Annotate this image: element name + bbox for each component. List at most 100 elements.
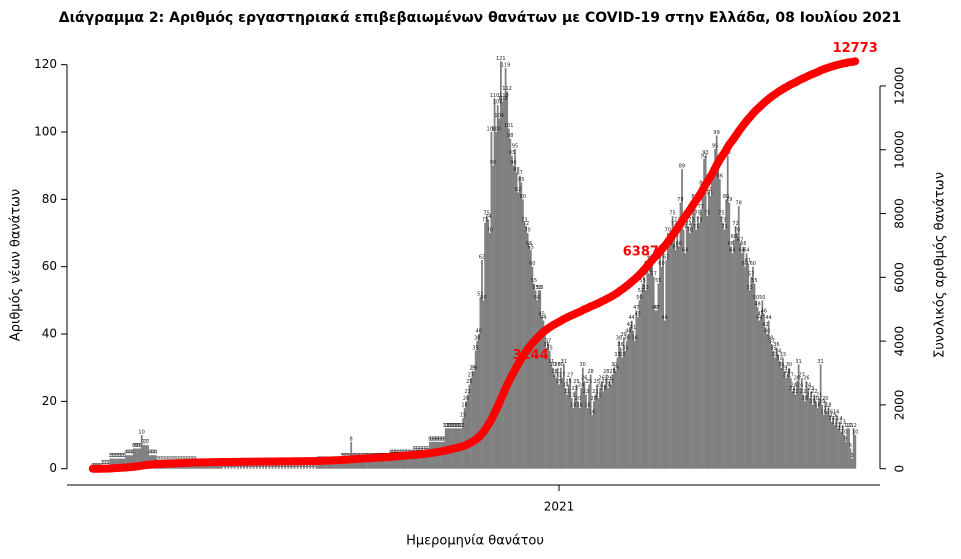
value-label: 5 [416,446,419,452]
bar [821,404,824,469]
value-label: 0 [266,463,269,469]
value-label: 8 [350,436,353,442]
bar [626,340,628,469]
bar [665,259,668,469]
bar [422,451,425,469]
value-label: 61 [745,258,751,264]
value-label: 60 [529,261,535,267]
bar [528,246,531,469]
chart-title: Διάγραμμα 2: Αριθμός εργαστηριακά επιβεβ… [59,10,902,26]
bar [334,461,337,469]
bar [755,300,757,469]
bar [811,404,814,469]
bar [759,317,762,469]
value-label: 24 [805,382,811,388]
bar [320,461,323,469]
value-label: 93 [702,150,708,156]
value-label: 0 [294,463,297,469]
value-label: 12 [444,423,450,429]
cumulative-line [88,57,860,473]
bar [655,310,658,469]
value-label: 0 [310,463,313,469]
value-label: 8 [430,436,433,442]
bar [531,266,534,469]
bar [648,273,650,469]
value-label: 33 [772,352,778,358]
value-label: 21 [595,392,601,398]
value-label: 95 [512,143,518,149]
bar [796,381,798,469]
bar [611,374,614,469]
bar [309,465,312,469]
value-label: 38 [474,335,480,341]
bar [504,68,507,469]
bar [741,253,743,469]
value-label: 11 [838,426,844,432]
value-label: 7 [146,440,149,446]
value-label: 25 [586,379,592,385]
value-label: 72 [732,221,738,227]
point-label: 6387 [623,244,659,259]
bar [537,290,540,469]
bar [199,465,201,469]
value-label: 57 [650,271,656,277]
bar [114,458,116,469]
value-label: 82 [706,187,712,193]
value-label: 47 [652,305,658,311]
value-label: 25 [573,379,579,385]
value-label: 28 [587,369,593,375]
bar [789,377,792,469]
bar [633,340,636,469]
bar [303,465,305,469]
value-label: 6 [132,443,135,449]
value-label: 75 [704,211,710,217]
bar [145,445,148,469]
bar [132,448,135,469]
bar [800,377,803,469]
value-label: 100 [487,127,497,133]
bar [396,455,398,469]
value-label: 8 [844,436,847,442]
bar [271,465,274,469]
value-label: 64 [729,248,735,254]
value-label: 46 [761,308,767,314]
value-label: 1 [104,460,107,466]
value-label: 29 [613,366,619,372]
value-label: 3 [115,453,118,459]
bar [689,233,691,469]
value-label: 67 [737,238,743,244]
value-label: 108 [493,100,503,106]
bar [586,408,589,469]
value-label: 1 [107,460,110,466]
y-tick-label: 0 [49,461,57,475]
bar [474,350,477,469]
value-label: 33 [780,352,786,358]
bar [121,458,124,469]
value-label: 50 [759,295,765,301]
bar [637,317,639,469]
value-label: 12 [850,423,856,429]
value-label: 20 [591,396,597,402]
bar [775,347,778,469]
bar [763,313,765,469]
bar [331,461,334,469]
value-label: 3 [113,453,116,459]
value-label: 0 [244,463,247,469]
bar [695,229,698,469]
bar [356,458,359,469]
bar [733,239,735,469]
value-label: 10 [841,430,847,436]
bar [555,377,557,469]
bar [559,367,562,469]
bar [635,310,638,469]
value-label: 36 [543,342,549,348]
value-label: 22 [583,389,589,395]
value-label: 27 [783,372,789,378]
value-label: 25 [466,379,472,385]
bar [804,401,806,469]
value-label: 90 [490,160,496,166]
value-label: 8 [442,436,445,442]
bar [566,394,568,469]
y2-tick-label: 12000 [893,67,907,105]
bar [681,169,683,469]
